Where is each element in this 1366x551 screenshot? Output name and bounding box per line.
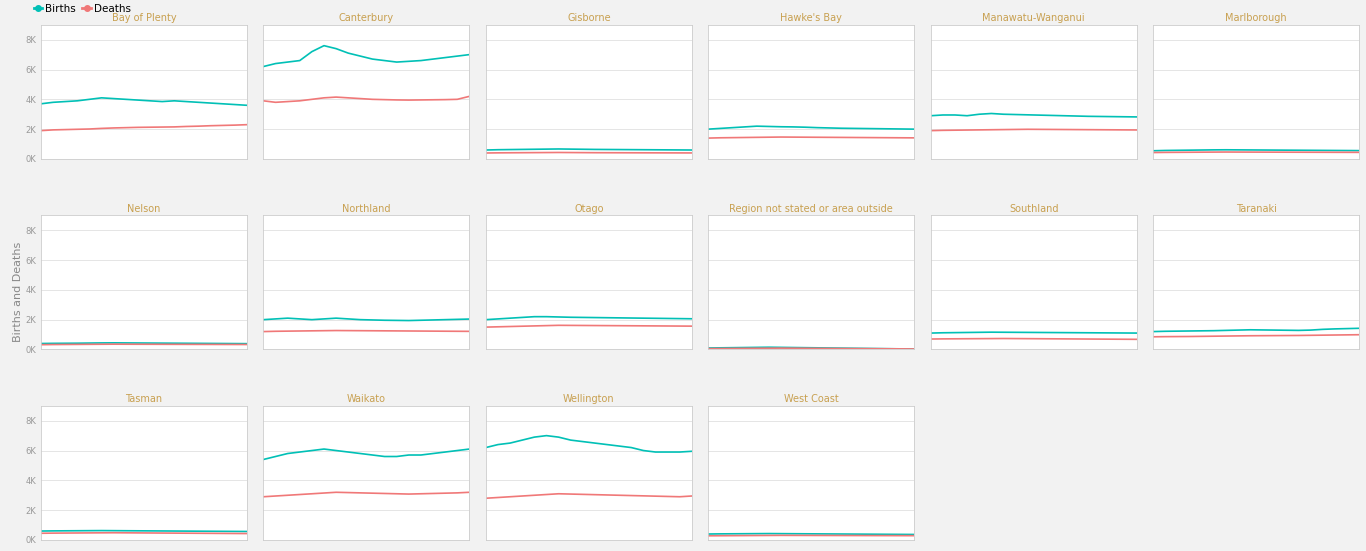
Legend: Births, Deaths: Births, Deaths (30, 0, 135, 18)
Title: Otago: Otago (574, 204, 604, 214)
Title: Manawatu-Wanganui: Manawatu-Wanganui (982, 13, 1085, 23)
Title: Tasman: Tasman (126, 395, 163, 404)
Title: Nelson: Nelson (127, 204, 161, 214)
Title: Canterbury: Canterbury (339, 13, 393, 23)
Title: West Coast: West Coast (784, 395, 839, 404)
Title: Region not stated or area outside: Region not stated or area outside (729, 204, 893, 214)
Title: Wellington: Wellington (563, 395, 615, 404)
Title: Bay of Plenty: Bay of Plenty (112, 13, 176, 23)
Title: Waikato: Waikato (347, 395, 387, 404)
Title: Gisborne: Gisborne (567, 13, 611, 23)
Title: Taranaki: Taranaki (1236, 204, 1277, 214)
Title: Marlborough: Marlborough (1225, 13, 1287, 23)
Title: Northland: Northland (342, 204, 391, 214)
Title: Southland: Southland (1009, 204, 1059, 214)
Text: Births and Deaths: Births and Deaths (12, 242, 23, 342)
Title: Hawke's Bay: Hawke's Bay (780, 13, 843, 23)
